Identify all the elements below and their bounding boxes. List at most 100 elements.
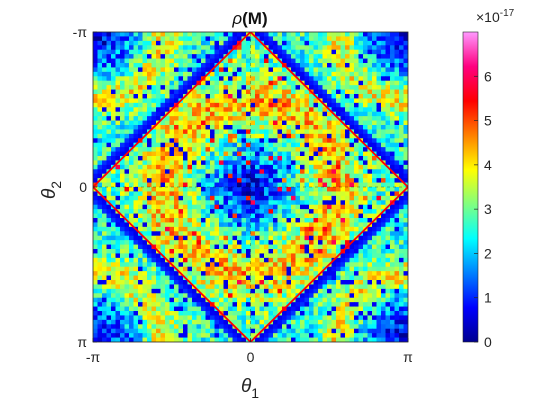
heatmap-cell	[228, 133, 233, 139]
heatmap-cell	[192, 213, 197, 219]
heatmap-cell	[93, 85, 98, 90]
heatmap-cell	[237, 36, 242, 42]
heatmap-cell	[160, 182, 166, 188]
heatmap-cell	[196, 182, 202, 188]
heatmap-cell	[102, 102, 107, 108]
heatmap-cell	[322, 63, 328, 68]
heatmap-cell	[340, 164, 346, 170]
heatmap-cell	[345, 151, 350, 157]
heatmap-cell	[291, 173, 296, 179]
heatmap-cell	[174, 218, 179, 223]
heatmap-cell	[331, 249, 337, 254]
heatmap-cell	[250, 98, 256, 104]
heatmap-cell	[313, 311, 319, 316]
heatmap-cell	[250, 111, 256, 117]
heatmap-cell	[214, 293, 220, 299]
heatmap-cell	[214, 280, 220, 285]
heatmap-cell	[268, 191, 274, 197]
heatmap-cell	[133, 297, 139, 303]
heatmap-cell	[358, 49, 364, 55]
heatmap-cell	[291, 244, 296, 250]
heatmap-cell	[111, 306, 116, 312]
heatmap-cell	[349, 218, 355, 223]
heatmap-cell	[385, 116, 391, 121]
heatmap-cell	[264, 133, 269, 139]
heatmap-cell	[241, 200, 247, 206]
heatmap-cell	[183, 54, 188, 59]
heatmap-cell	[331, 173, 337, 179]
heatmap-cell	[151, 218, 157, 223]
heatmap-cell	[273, 111, 278, 117]
heatmap-cell	[93, 275, 98, 281]
heatmap-cell	[201, 182, 206, 188]
heatmap-cell	[403, 98, 408, 104]
heatmap-cell	[223, 253, 229, 259]
heatmap-cell	[147, 324, 152, 330]
heatmap-cell	[403, 169, 408, 175]
heatmap-cell	[160, 67, 166, 73]
heatmap-cell	[241, 244, 247, 250]
heatmap-cell	[165, 275, 170, 281]
heatmap-cell	[309, 63, 314, 68]
heatmap-cell	[250, 191, 256, 197]
heatmap-cell	[219, 151, 224, 157]
heatmap-cell	[399, 209, 404, 214]
heatmap-cell	[264, 297, 269, 303]
heatmap-cell	[210, 98, 215, 104]
heatmap-cell	[390, 187, 395, 192]
heatmap-cell	[169, 67, 175, 73]
heatmap-cell	[214, 311, 220, 316]
heatmap-cell	[165, 76, 170, 82]
heatmap-cell	[381, 80, 386, 86]
heatmap-cell	[129, 107, 134, 113]
heatmap-cell	[201, 187, 206, 192]
heatmap-cell	[354, 54, 359, 59]
heatmap-cell	[250, 156, 256, 161]
heatmap-cell	[268, 315, 274, 321]
heatmap-cell	[286, 111, 292, 117]
heatmap-cell	[264, 319, 269, 325]
heatmap-cell	[358, 244, 364, 250]
heatmap-cell	[327, 324, 332, 330]
heatmap-cell	[129, 306, 134, 312]
heatmap-cell	[187, 337, 193, 342]
heatmap-cell	[210, 284, 215, 290]
heatmap-cell	[250, 120, 256, 126]
heatmap-cell	[106, 164, 112, 170]
heatmap-cell	[363, 213, 368, 219]
heatmap-cell	[129, 235, 134, 241]
heatmap-cell	[259, 85, 265, 90]
heatmap-cell	[219, 63, 224, 68]
heatmap-cell	[192, 240, 197, 245]
heatmap-cell	[399, 45, 404, 51]
heatmap-cell	[390, 218, 395, 223]
heatmap-cell	[268, 142, 274, 148]
heatmap-cell	[354, 32, 359, 37]
heatmap-cell	[201, 133, 206, 139]
heatmap-cell	[138, 204, 143, 210]
heatmap-cell	[394, 333, 400, 338]
heatmap-cell	[340, 266, 346, 272]
heatmap-cell	[106, 147, 112, 152]
title-rho: ρ	[231, 9, 242, 28]
heatmap-cell	[318, 89, 323, 95]
heatmap-cell	[205, 200, 211, 206]
heatmap-cell	[201, 324, 206, 330]
heatmap-cell	[264, 187, 269, 192]
heatmap-cell	[399, 204, 404, 210]
heatmap-cell	[345, 178, 350, 183]
heatmap-cell	[178, 218, 184, 223]
heatmap-cell	[183, 182, 188, 188]
heatmap-cell	[345, 209, 350, 214]
heatmap-cell	[286, 235, 292, 241]
heatmap-cell	[133, 249, 139, 254]
heatmap-cell	[93, 125, 98, 130]
heatmap-cell	[93, 284, 98, 290]
heatmap-cell	[331, 297, 337, 303]
heatmap-cell	[219, 142, 224, 148]
heatmap-cell	[264, 271, 269, 276]
heatmap-cell	[147, 49, 152, 55]
heatmap-cell	[255, 311, 260, 316]
heatmap-cell	[133, 94, 139, 99]
heatmap-cell	[237, 249, 242, 254]
